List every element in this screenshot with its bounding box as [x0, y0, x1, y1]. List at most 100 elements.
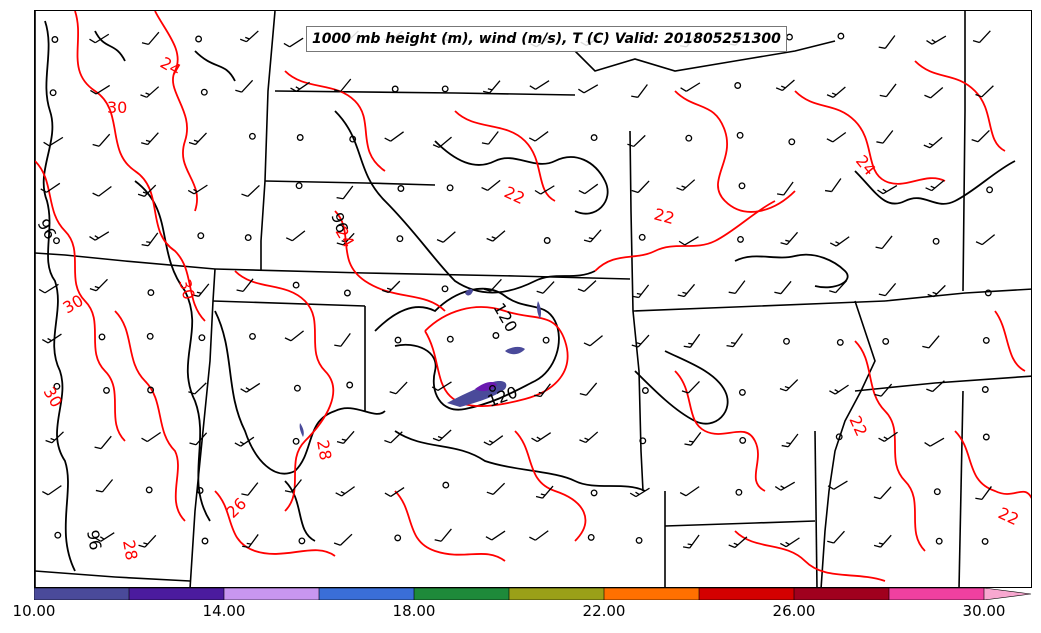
- wind-barb-icon: [535, 485, 554, 499]
- height-contour: [194, 50, 236, 82]
- wind-barb-icon: [875, 235, 893, 250]
- wind-barb-icon: [384, 431, 403, 444]
- wind-barb-icon: [631, 84, 648, 98]
- wind-barb-icon: [680, 82, 701, 92]
- colorbar: [34, 588, 1032, 600]
- wind-barb-icon: [137, 184, 157, 197]
- precip-patch: [299, 423, 304, 437]
- wind-barb-icon: [483, 435, 504, 446]
- state-boundary: [189, 268, 216, 587]
- calm-circle-icon: [197, 232, 205, 240]
- wind-barb-icon: [924, 437, 945, 447]
- precip-patch: [465, 288, 473, 296]
- calm-circle-icon: [786, 33, 793, 41]
- calm-circle-icon: [201, 537, 209, 545]
- calm-circle-icon: [984, 289, 992, 297]
- wind-barb-icon: [431, 381, 452, 392]
- wind-barb-icon: [874, 383, 893, 397]
- calm-circle-icon: [146, 332, 154, 340]
- temperature-contour: [674, 90, 796, 213]
- calm-circle-icon: [147, 386, 155, 394]
- state-boundary: [260, 11, 276, 271]
- temperature-contour-label: 22: [845, 413, 871, 439]
- wind-barb-icon: [283, 37, 304, 48]
- temperature-contour: [154, 11, 198, 212]
- calm-circle-icon: [932, 237, 940, 245]
- wind-barb-icon: [678, 236, 699, 246]
- calm-circle-icon: [442, 481, 450, 489]
- calm-circle-icon: [735, 488, 743, 496]
- calm-circle-icon: [51, 36, 59, 43]
- calm-circle-icon: [292, 437, 300, 445]
- calm-circle-icon: [736, 131, 744, 139]
- calm-circle-icon: [982, 433, 990, 441]
- temperature-contour: [214, 490, 336, 557]
- wind-barb-icon: [41, 333, 62, 344]
- wind-barb-icon: [485, 530, 506, 541]
- wind-barb-icon: [826, 131, 847, 143]
- precip-patch: [505, 346, 525, 355]
- height-contour: [334, 110, 596, 294]
- calm-circle-icon: [981, 386, 989, 393]
- calm-circle-icon: [639, 437, 647, 445]
- state-boundary: [264, 180, 436, 186]
- wind-barb-icon: [878, 282, 897, 297]
- wind-barb-icon: [94, 532, 115, 542]
- wind-barb-icon: [192, 283, 210, 297]
- wind-barb-icon: [927, 284, 946, 298]
- state-boundary: [664, 520, 816, 527]
- wind-barb-icon: [681, 381, 700, 394]
- wind-barb-icon: [239, 30, 259, 43]
- wind-barb-icon: [43, 136, 64, 147]
- calm-circle-icon: [837, 32, 845, 40]
- wind-barb-icon: [432, 429, 452, 442]
- temperature-contour-label: 28: [119, 538, 141, 561]
- wind-barb-icon: [188, 382, 207, 395]
- height-contour: [374, 287, 560, 411]
- calm-circle-icon: [349, 135, 357, 143]
- colorbar-extension: [983, 588, 1032, 600]
- calm-circle-icon: [492, 332, 500, 339]
- wind-barb-icon: [779, 537, 800, 548]
- wind-barb-icon: [728, 536, 748, 549]
- wind-barb-icon: [579, 382, 598, 396]
- temperature-contour: [234, 270, 335, 512]
- wind-barb-icon: [684, 432, 702, 446]
- wind-barb-icon: [536, 281, 555, 294]
- wind-barb-icon: [486, 482, 506, 496]
- wind-barb-icon: [775, 79, 795, 92]
- colorbar-tick-label: 30.00: [962, 602, 1006, 620]
- wind-barb-icon: [776, 181, 794, 196]
- wind-barb-icon: [284, 479, 302, 493]
- wind-barb-icon: [926, 35, 947, 45]
- temperature-contour: [994, 310, 1026, 372]
- temperature-contour: [734, 530, 886, 582]
- wind-barb-icon: [240, 382, 261, 393]
- calm-circle-icon: [394, 534, 402, 542]
- precip-shading: [299, 288, 542, 437]
- temperature-contour: [424, 306, 569, 408]
- temperature-contour-label: 22: [995, 503, 1021, 529]
- calm-circle-icon: [98, 333, 106, 341]
- colorbar-tick-label: 26.00: [772, 602, 816, 620]
- calm-circle-icon: [397, 185, 405, 192]
- wind-barb-icon: [824, 178, 842, 193]
- state-boundary: [814, 430, 818, 587]
- calm-circle-icon: [489, 384, 496, 392]
- temperature-contour-label: 24: [852, 151, 880, 179]
- calm-circle-icon: [248, 132, 256, 140]
- wind-barb-icon: [141, 431, 161, 443]
- calm-circle-icon: [391, 85, 399, 93]
- wind-barb-icon: [829, 280, 847, 294]
- wind-barb-icon: [141, 232, 159, 247]
- state-boundary: [35, 252, 216, 270]
- wind-barb-icon: [187, 184, 208, 195]
- height-contours: [42, 20, 1016, 572]
- wind-barb-icon: [579, 431, 599, 444]
- calm-circle-icon: [635, 536, 643, 544]
- wind-barb-icon: [138, 534, 157, 548]
- height-contour-label: 96: [83, 528, 105, 551]
- calm-circle-icon: [195, 35, 203, 43]
- wind-barbs: [38, 30, 996, 549]
- wind-barb-icon: [89, 278, 108, 292]
